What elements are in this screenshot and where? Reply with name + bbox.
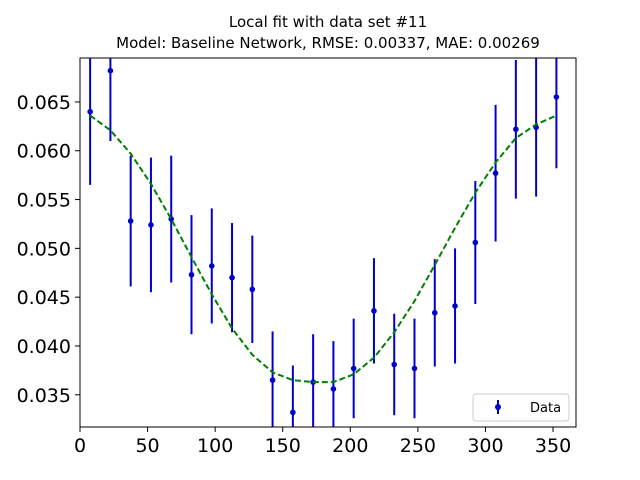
legend-label-data: Data xyxy=(530,401,561,416)
data-point xyxy=(371,308,377,314)
data-point xyxy=(290,409,296,416)
y-tick-label: 0.065 xyxy=(17,92,71,114)
data-point xyxy=(229,274,235,281)
x-axis: 0 50 100 150 200 250 300 350 xyxy=(74,427,571,457)
data-point xyxy=(472,239,479,246)
x-tick-label: 200 xyxy=(332,435,368,457)
data-point xyxy=(492,170,499,176)
chart-title-line1: Local fit with data set #11 xyxy=(229,13,427,31)
data-point xyxy=(269,377,276,383)
data-point xyxy=(127,218,134,224)
x-tick-label: 350 xyxy=(535,435,571,457)
data-point xyxy=(350,365,357,372)
data-point xyxy=(452,303,458,309)
data-point xyxy=(553,94,560,100)
x-tick-label: 250 xyxy=(400,435,436,457)
y-tick-label: 0.055 xyxy=(17,190,71,212)
x-tick-label: 50 xyxy=(135,435,159,457)
data-point xyxy=(148,222,154,228)
y-tick-label: 0.045 xyxy=(17,287,71,309)
data-point xyxy=(391,361,398,368)
legend: Data xyxy=(472,393,570,422)
x-tick-label: 150 xyxy=(265,435,301,457)
data-point xyxy=(249,286,256,293)
data-point xyxy=(107,67,114,74)
x-tick-label: 300 xyxy=(467,435,503,457)
plot-content xyxy=(87,58,560,427)
y-tick-label: 0.050 xyxy=(17,238,71,260)
data-point xyxy=(330,386,337,392)
y-tick-label: 0.060 xyxy=(17,141,71,163)
data-point xyxy=(208,263,215,269)
plot-frame xyxy=(79,57,577,428)
data-point xyxy=(431,309,438,316)
x-tick-label: 100 xyxy=(197,435,233,457)
chart-title-line2: Model: Baseline Network, RMSE: 0.00337, … xyxy=(116,34,540,52)
plot-area xyxy=(87,58,560,427)
data-point xyxy=(411,365,418,372)
y-tick-label: 0.040 xyxy=(17,336,71,358)
fit-line xyxy=(89,114,557,384)
data-point xyxy=(87,108,93,115)
x-tick-label: 0 xyxy=(74,435,86,457)
data-point xyxy=(513,126,519,133)
legend-marker-dot xyxy=(495,404,501,410)
data-point xyxy=(188,271,195,278)
y-axis: 0.035 0.040 0.045 0.050 0.055 0.060 0.065 xyxy=(17,92,80,407)
y-tick-label: 0.035 xyxy=(17,385,71,407)
